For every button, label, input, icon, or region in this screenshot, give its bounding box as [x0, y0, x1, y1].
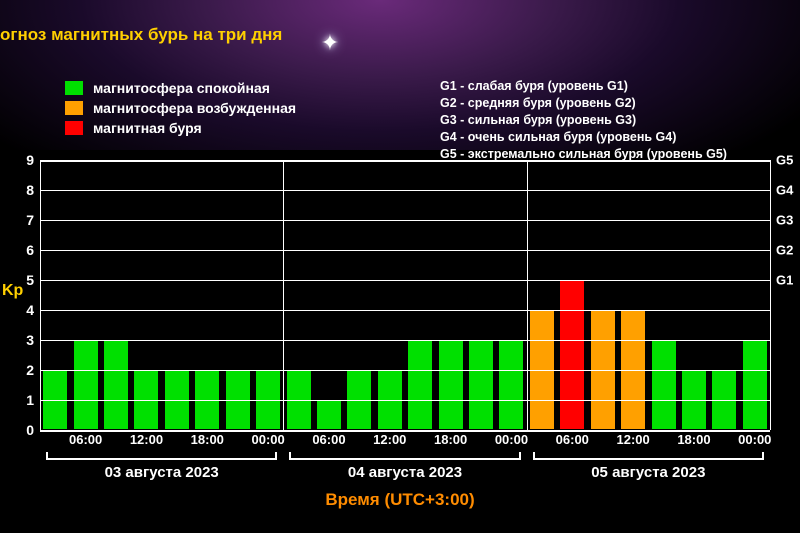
x-tick: 00:00: [738, 432, 771, 447]
chart-bar: [74, 340, 98, 429]
gridline: [40, 400, 770, 401]
legend-label: магнитная буря: [93, 120, 202, 136]
chart-bar: [652, 340, 676, 429]
y-axis-label: Kp: [2, 282, 23, 300]
chart: G1G2G3G4G5 0123456789 06:00 12:00 18:00 00:…: [0, 160, 800, 500]
y-tick: 7: [26, 212, 34, 228]
x-tick: 06:00: [556, 432, 589, 447]
y-tick: 4: [26, 302, 34, 318]
g-legend-item: G1 - слабая буря (уровень G1): [440, 78, 727, 95]
gridline: [40, 370, 770, 371]
y-tick: 0: [26, 422, 34, 438]
day-separator: [283, 160, 284, 430]
legend-swatch: [65, 101, 83, 115]
legend-right: G1 - слабая буря (уровень G1)G2 - средня…: [440, 78, 727, 162]
day-label-box: 05 августа 2023: [533, 458, 764, 484]
day-separator: [527, 160, 528, 430]
y-tick: 2: [26, 362, 34, 378]
gridline: [40, 310, 770, 311]
day-label-box: 03 августа 2023: [46, 458, 277, 484]
x-tick: 18:00: [191, 432, 224, 447]
x-tick: 06:00: [69, 432, 102, 447]
x-tick: 00:00: [495, 432, 528, 447]
page-title: огноз магнитных бурь на три дня: [0, 25, 282, 45]
day-label-box: 04 августа 2023: [289, 458, 520, 484]
y-tick: 5: [26, 272, 34, 288]
gridline: [40, 190, 770, 191]
gridline: [40, 280, 770, 281]
chart-bar: [469, 340, 493, 429]
x-tick: 18:00: [434, 432, 467, 447]
chart-bar: [560, 280, 584, 429]
legend-swatch: [65, 81, 83, 95]
g-legend-item: G4 - очень сильная буря (уровень G4): [440, 129, 727, 146]
g-tick: G4: [776, 183, 793, 198]
g-legend-item: G3 - сильная буря (уровень G3): [440, 112, 727, 129]
legend-item: магнитосфера спокойная: [65, 80, 296, 96]
y-tick: 8: [26, 182, 34, 198]
chart-bar: [104, 340, 128, 429]
x-tick: 06:00: [312, 432, 345, 447]
day-label: 04 августа 2023: [348, 464, 462, 481]
g-tick: G3: [776, 213, 793, 228]
plot-border: [40, 160, 41, 430]
y-tick: 9: [26, 152, 34, 168]
y-tick: 1: [26, 392, 34, 408]
star-decoration: ✦: [315, 28, 345, 58]
chart-bar: [408, 340, 432, 429]
x-tick-labels: 06:00 12:00 18:00 00:00 06:00 12:00 18:00 00:00…: [40, 430, 770, 452]
g-tick: G1: [776, 273, 793, 288]
gridline: [40, 250, 770, 251]
x-tick: 12:00: [373, 432, 406, 447]
legend-label: магнитосфера спокойная: [93, 80, 270, 96]
legend-item: магнитосфера возбужденная: [65, 100, 296, 116]
legend-swatch: [65, 121, 83, 135]
legend-left: магнитосфера спокойная магнитосфера возбу…: [65, 80, 296, 140]
chart-bar: [499, 340, 523, 429]
day-label: 03 августа 2023: [105, 464, 219, 481]
day-label: 05 августа 2023: [591, 464, 705, 481]
gridline: [40, 220, 770, 221]
chart-bar: [439, 340, 463, 429]
day-labels: 03 августа 2023 04 августа 2023 05 августа…: [40, 458, 770, 488]
x-tick: 12:00: [130, 432, 163, 447]
g-tick: G5: [776, 153, 793, 168]
chart-plot-area: G1G2G3G4G5 0123456789: [40, 160, 770, 430]
plot-border: [770, 160, 771, 430]
x-tick: 18:00: [677, 432, 710, 447]
chart-bar: [743, 340, 767, 429]
y-tick: 3: [26, 332, 34, 348]
x-tick: 00:00: [252, 432, 285, 447]
y-tick: 6: [26, 242, 34, 258]
g-tick: G2: [776, 243, 793, 258]
legend-label: магнитосфера возбужденная: [93, 100, 296, 116]
g-legend-item: G2 - средняя буря (уровень G2): [440, 95, 727, 112]
gridline: [40, 160, 770, 162]
chart-bars: [40, 160, 770, 430]
legend-item: магнитная буря: [65, 120, 296, 136]
x-tick: 12:00: [617, 432, 650, 447]
gridline: [40, 340, 770, 341]
x-axis-label: Время (UTC+3:00): [0, 490, 800, 510]
chart-bar: [317, 400, 341, 429]
